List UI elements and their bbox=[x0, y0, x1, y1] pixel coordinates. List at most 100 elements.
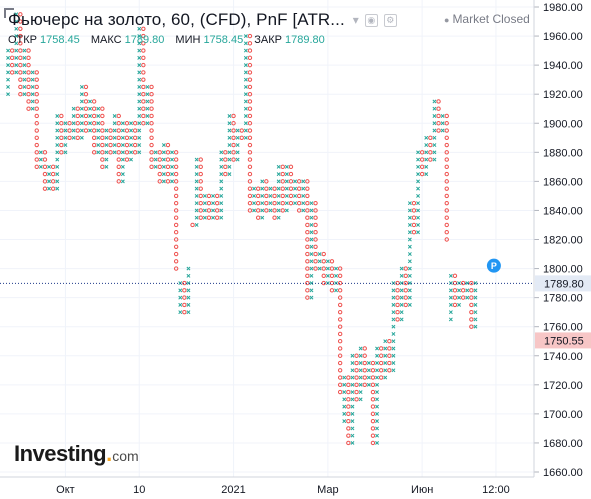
pnf-o-box bbox=[34, 106, 39, 111]
pnf-column-x bbox=[202, 193, 207, 220]
pnf-x-box bbox=[227, 135, 232, 140]
pnf-x-box bbox=[63, 150, 68, 155]
pnf-x-box bbox=[284, 179, 289, 184]
pnf-column-x bbox=[440, 114, 445, 133]
pnf-o-box bbox=[387, 339, 392, 344]
pnf-column-o bbox=[313, 200, 318, 271]
pnf-column-x bbox=[55, 114, 60, 191]
pnf-o-box bbox=[444, 157, 449, 162]
pnf-o-box bbox=[75, 135, 80, 140]
pnf-x-box bbox=[399, 281, 404, 286]
pnf-x-box bbox=[161, 143, 166, 148]
chart-menu-icon[interactable] bbox=[4, 8, 14, 18]
pnf-x-box bbox=[104, 164, 109, 169]
pnf-x-box bbox=[186, 288, 191, 293]
pnf-x-box bbox=[276, 179, 281, 184]
pnf-o-box bbox=[132, 121, 138, 126]
ohlc-close-label: ЗАКР bbox=[254, 34, 282, 46]
pnf-o-box bbox=[370, 411, 376, 417]
pnf-o-box bbox=[116, 150, 121, 155]
pnf-o-box bbox=[18, 84, 23, 90]
pnf-o-box bbox=[50, 186, 56, 191]
pnf-o-box bbox=[83, 91, 89, 97]
pnf-x-box bbox=[432, 157, 437, 162]
pnf-o-box bbox=[313, 259, 318, 264]
pnf-o-box bbox=[247, 208, 253, 213]
pnf-x-box bbox=[301, 193, 306, 198]
pnf-o-box bbox=[395, 309, 400, 315]
pnf-o-box bbox=[231, 113, 236, 119]
pnf-column-o bbox=[239, 128, 244, 140]
pnf-x-box bbox=[350, 404, 355, 409]
pnf-x-box bbox=[473, 281, 478, 286]
pnf-o-box bbox=[280, 171, 285, 177]
pnf-o-box bbox=[247, 164, 253, 170]
pnf-x-box bbox=[465, 288, 470, 293]
pnf-o-box bbox=[206, 208, 212, 213]
pnf-x-box bbox=[219, 201, 224, 206]
pnf-x-box bbox=[104, 143, 109, 148]
pnf-o-box bbox=[321, 251, 326, 257]
pnf-x-box bbox=[309, 281, 314, 286]
pnf-o-box bbox=[116, 135, 121, 140]
pnf-column-o bbox=[34, 70, 39, 170]
pnf-o-box bbox=[288, 164, 294, 170]
ohlc-low-value: 1758.45 bbox=[203, 34, 244, 46]
pnf-o-box bbox=[34, 150, 39, 155]
pnf-x-box bbox=[358, 353, 363, 358]
pnf-o-box bbox=[419, 157, 425, 162]
settings-box-icon[interactable]: ⚙ bbox=[383, 13, 397, 27]
y-tick-label: 1760.00 bbox=[543, 322, 583, 334]
pnf-column-x bbox=[120, 121, 125, 184]
pnf-x-box bbox=[55, 121, 60, 126]
pnf-o-box bbox=[444, 230, 449, 235]
pnf-x-box bbox=[416, 179, 421, 184]
pnf-o-box bbox=[149, 91, 154, 97]
pnf-column-o bbox=[214, 193, 220, 220]
pnf-column-o bbox=[255, 186, 261, 220]
pnf-x-box bbox=[211, 208, 216, 213]
pnf-x-box bbox=[6, 55, 11, 60]
x-tick-label: 2021 bbox=[221, 484, 245, 496]
pnf-o-box bbox=[116, 128, 121, 133]
pnf-o-box bbox=[18, 19, 23, 24]
pnf-x-box bbox=[211, 201, 216, 206]
y-tick-label: 1660.00 bbox=[543, 467, 583, 479]
pnf-x-box bbox=[432, 128, 437, 133]
pnf-o-box bbox=[9, 62, 15, 68]
pnf-x-box bbox=[375, 346, 380, 351]
eye-icon[interactable]: ◉ bbox=[364, 13, 378, 27]
pnf-x-box bbox=[424, 172, 429, 177]
pnf-x-box bbox=[55, 164, 60, 169]
p-badge-label: P bbox=[491, 261, 497, 271]
pnf-o-box bbox=[288, 171, 294, 177]
pnf-x-box bbox=[186, 310, 191, 315]
pnf-o-box bbox=[165, 142, 171, 148]
pnf-x-box bbox=[22, 63, 27, 68]
pnf-x-box bbox=[14, 19, 19, 24]
pnf-o-box bbox=[18, 70, 23, 75]
pnf-x-box bbox=[129, 135, 134, 140]
pnf-o-box bbox=[75, 121, 80, 126]
pnf-o-box bbox=[460, 280, 466, 286]
pnf-o-box bbox=[34, 128, 39, 133]
pnf-o-box bbox=[313, 200, 318, 206]
pnf-o-box bbox=[231, 135, 236, 140]
pnf-o-box bbox=[460, 288, 466, 293]
pnf-o-box bbox=[173, 230, 179, 235]
pnf-column-o bbox=[428, 135, 433, 162]
pnf-x-box bbox=[170, 172, 175, 177]
pnf-o-box bbox=[141, 77, 146, 82]
pnf-column-x bbox=[383, 339, 388, 380]
pnf-o-box bbox=[42, 171, 48, 177]
pnf-x-box bbox=[366, 368, 371, 373]
pnf-o-box bbox=[288, 179, 294, 184]
pnf-x-box bbox=[309, 259, 314, 264]
pnf-x-box bbox=[309, 208, 314, 213]
pnf-o-box bbox=[247, 186, 253, 191]
pnf-x-box bbox=[22, 48, 27, 53]
pnf-o-box bbox=[305, 273, 310, 279]
dropdown-caret-icon[interactable]: ▾ bbox=[352, 13, 359, 27]
pnf-column-x bbox=[457, 281, 462, 307]
